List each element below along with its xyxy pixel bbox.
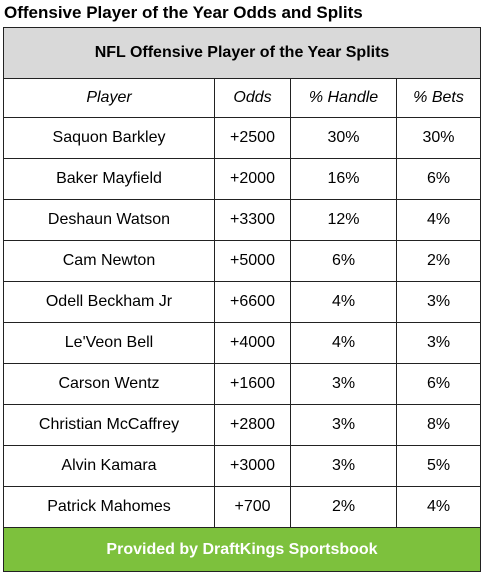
table-footer: Provided by DraftKings Sportsbook: [3, 527, 481, 572]
table-row: Le'Veon Bell +4000 4% 3%: [3, 322, 481, 364]
player-cell: Carson Wentz: [3, 363, 215, 405]
odds-cell: +2500: [214, 117, 291, 159]
page-title: Offensive Player of the Year Odds and Sp…: [4, 3, 363, 22]
column-header-handle: % Handle: [290, 78, 397, 118]
table-row: Christian McCaffrey +2800 3% 8%: [3, 404, 481, 446]
bets-cell: 4%: [396, 486, 481, 528]
handle-cell: 30%: [290, 117, 397, 159]
table-row: Saquon Barkley +2500 30% 30%: [3, 117, 481, 159]
handle-cell: 3%: [290, 363, 397, 405]
table-row: Cam Newton +5000 6% 2%: [3, 240, 481, 282]
handle-cell: 4%: [290, 322, 397, 364]
player-cell: Christian McCaffrey: [3, 404, 215, 446]
table-row: Alvin Kamara +3000 3% 5%: [3, 445, 481, 487]
player-cell: Cam Newton: [3, 240, 215, 282]
handle-cell: 12%: [290, 199, 397, 241]
bets-cell: 30%: [396, 117, 481, 159]
odds-cell: +6600: [214, 281, 291, 323]
bets-cell: 5%: [396, 445, 481, 487]
odds-cell: +700: [214, 486, 291, 528]
bets-cell: 6%: [396, 158, 481, 200]
handle-cell: 3%: [290, 445, 397, 487]
bets-cell: 3%: [396, 281, 481, 323]
handle-cell: 6%: [290, 240, 397, 282]
player-cell: Odell Beckham Jr: [3, 281, 215, 323]
player-cell: Deshaun Watson: [3, 199, 215, 241]
table-caption: NFL Offensive Player of the Year Splits: [3, 27, 481, 79]
player-cell: Le'Veon Bell: [3, 322, 215, 364]
bets-cell: 3%: [396, 322, 481, 364]
odds-cell: +1600: [214, 363, 291, 405]
table-row: Baker Mayfield +2000 16% 6%: [3, 158, 481, 200]
odds-cell: +3000: [214, 445, 291, 487]
header-row: Player Odds % Handle % Bets: [3, 78, 481, 118]
splits-table: NFL Offensive Player of the Year Splits …: [3, 27, 481, 572]
odds-cell: +2000: [214, 158, 291, 200]
player-cell: Patrick Mahomes: [3, 486, 215, 528]
column-header-bets: % Bets: [396, 78, 481, 118]
player-cell: Saquon Barkley: [3, 117, 215, 159]
column-header-odds: Odds: [214, 78, 291, 118]
odds-cell: +5000: [214, 240, 291, 282]
table-row: Carson Wentz +1600 3% 6%: [3, 363, 481, 405]
table-row: Odell Beckham Jr +6600 4% 3%: [3, 281, 481, 323]
handle-cell: 3%: [290, 404, 397, 446]
table-row: Patrick Mahomes +700 2% 4%: [3, 486, 481, 528]
odds-cell: +4000: [214, 322, 291, 364]
player-cell: Alvin Kamara: [3, 445, 215, 487]
player-cell: Baker Mayfield: [3, 158, 215, 200]
handle-cell: 16%: [290, 158, 397, 200]
caption-row: NFL Offensive Player of the Year Splits: [3, 27, 481, 79]
handle-cell: 4%: [290, 281, 397, 323]
bets-cell: 2%: [396, 240, 481, 282]
column-header-player: Player: [3, 78, 215, 118]
footer-row: Provided by DraftKings Sportsbook: [3, 527, 481, 572]
bets-cell: 4%: [396, 199, 481, 241]
bets-cell: 6%: [396, 363, 481, 405]
table-row: Deshaun Watson +3300 12% 4%: [3, 199, 481, 241]
odds-cell: +2800: [214, 404, 291, 446]
bets-cell: 8%: [396, 404, 481, 446]
odds-cell: +3300: [214, 199, 291, 241]
handle-cell: 2%: [290, 486, 397, 528]
